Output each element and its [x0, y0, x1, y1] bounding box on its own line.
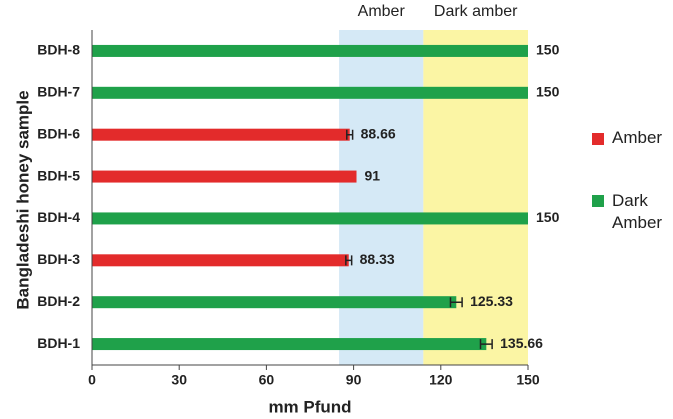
legend-label: Dark Amber: [612, 191, 663, 232]
x-tick-label: 0: [88, 372, 96, 388]
bar: [92, 254, 349, 267]
legend-item: Amber: [592, 128, 673, 148]
bar: [92, 296, 457, 309]
value-label: 150: [536, 42, 560, 58]
value-label: 150: [536, 209, 560, 225]
error-bar: [345, 255, 353, 266]
value-label: 91: [365, 167, 381, 183]
x-tick-label: 30: [171, 372, 187, 388]
value-label: 150: [536, 84, 560, 100]
band: [339, 30, 424, 365]
bar: [92, 170, 357, 183]
value-label: 88.33: [360, 251, 395, 267]
legend-label: Amber: [612, 128, 663, 147]
bar: [92, 128, 350, 141]
y-tick-label: BDH-8: [37, 42, 80, 58]
error-bar: [346, 129, 354, 140]
y-tick-label: BDH-7: [37, 84, 80, 100]
band-label: Amber: [358, 3, 406, 20]
y-tick-label: BDH-4: [37, 209, 80, 225]
bar: [92, 44, 528, 57]
x-tick-label: 120: [429, 372, 453, 388]
y-tick-label: BDH-5: [37, 167, 80, 183]
y-tick-label: BDH-3: [37, 251, 80, 267]
x-tick-label: 60: [259, 372, 275, 388]
x-axis-label: mm Pfund: [268, 397, 351, 416]
x-tick-label: 150: [516, 372, 540, 388]
bar: [92, 338, 487, 351]
band-label: Dark amber: [434, 3, 518, 20]
legend-swatch: [592, 133, 604, 145]
error-bar: [479, 339, 493, 350]
y-tick-label: BDH-2: [37, 293, 80, 309]
y-axis-label: Bangladeshi honey sample: [13, 90, 32, 309]
bar: [92, 86, 528, 99]
legend-item: Dark Amber: [592, 190, 672, 234]
y-tick-label: BDH-1: [37, 335, 80, 351]
bar: [92, 212, 528, 225]
x-tick-label: 90: [346, 372, 362, 388]
value-label: 88.66: [361, 125, 396, 141]
value-label: 135.66: [500, 335, 543, 351]
error-bar: [449, 297, 463, 308]
y-tick-label: BDH-6: [37, 125, 80, 141]
band: [423, 30, 528, 365]
value-label: 125.33: [470, 293, 513, 309]
legend-swatch: [592, 195, 604, 207]
